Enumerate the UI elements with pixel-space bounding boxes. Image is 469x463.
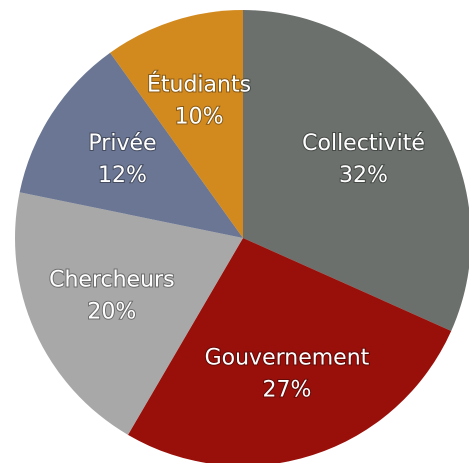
slice-label: Étudiants (147, 71, 251, 97)
slice-value-label: 20% (87, 300, 136, 325)
pie-slice (110, 10, 243, 238)
pie-slice (14, 192, 244, 435)
slice-label: Collectivité (302, 131, 425, 156)
pie-slice (243, 10, 469, 331)
pie-slice (19, 52, 243, 239)
slice-label: Privée (88, 131, 156, 156)
pie-slice (127, 238, 452, 463)
slice-value-label: 32% (339, 163, 388, 188)
slice-value-label: 12% (98, 163, 147, 188)
slice-value-label: 10% (175, 104, 224, 129)
slice-label: Chercheurs (49, 268, 174, 293)
slice-label: Gouvernement (205, 346, 370, 371)
slice-value-label: 27% (263, 378, 312, 403)
